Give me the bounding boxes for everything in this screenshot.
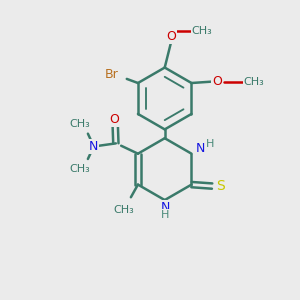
Text: H: H (206, 139, 214, 149)
Text: CH₃: CH₃ (192, 26, 212, 36)
Text: CH₃: CH₃ (244, 76, 265, 86)
Text: O: O (166, 30, 176, 43)
Text: Br: Br (105, 68, 119, 81)
Text: CH₃: CH₃ (70, 164, 91, 174)
Text: CH₃: CH₃ (70, 118, 91, 129)
Text: H: H (161, 210, 170, 220)
Text: O: O (212, 75, 222, 88)
Text: N: N (89, 140, 98, 153)
Text: O: O (110, 113, 119, 126)
Text: S: S (217, 179, 225, 193)
Text: CH₃: CH₃ (114, 205, 134, 215)
Text: N: N (196, 142, 206, 155)
Text: N: N (160, 201, 170, 214)
